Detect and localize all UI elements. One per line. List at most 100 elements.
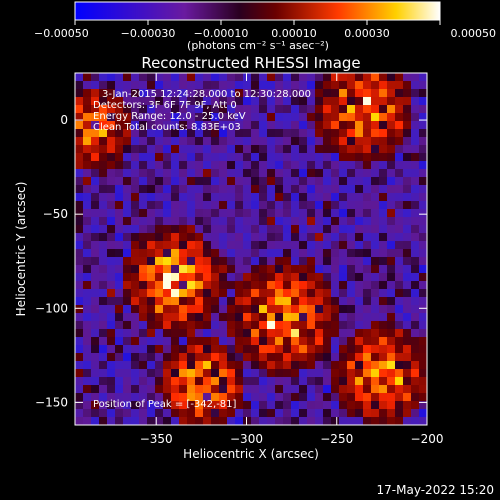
heatmap-cell: [371, 209, 380, 218]
heatmap-cell: [195, 361, 204, 370]
heatmap-cell: [155, 241, 164, 250]
heatmap-cell: [179, 225, 188, 234]
heatmap-cell: [251, 121, 260, 130]
heatmap-cell: [267, 345, 276, 354]
heatmap-cell: [91, 177, 100, 186]
heatmap-cell: [387, 81, 396, 90]
heatmap-cell: [267, 265, 276, 274]
heatmap-cell: [227, 361, 236, 370]
heatmap-cell: [123, 393, 132, 402]
heatmap-cell: [75, 289, 84, 298]
heatmap-cell: [411, 281, 420, 290]
heatmap-cell: [299, 73, 308, 82]
heatmap-cell: [179, 113, 188, 122]
heatmap-cell: [123, 305, 132, 314]
heatmap-cell: [203, 161, 212, 170]
heatmap-cell: [219, 377, 228, 386]
heatmap-cell: [179, 177, 188, 186]
heatmap-cell: [339, 233, 348, 242]
heatmap-cell: [371, 329, 380, 338]
heatmap-cell: [211, 153, 220, 162]
heatmap-cell: [123, 241, 132, 250]
heatmap-cell: [307, 249, 316, 258]
heatmap-cell: [411, 337, 420, 346]
heatmap-cell: [403, 121, 412, 130]
heatmap-cell: [251, 97, 260, 106]
heatmap-cell: [211, 369, 220, 378]
heatmap-cell: [283, 361, 292, 370]
heatmap-cell: [363, 385, 372, 394]
heatmap-cell: [83, 265, 92, 274]
heatmap-cell: [211, 401, 220, 410]
heatmap-cell: [387, 249, 396, 258]
heatmap-cell: [163, 353, 172, 362]
heatmap-cell: [179, 169, 188, 178]
heatmap-cell: [299, 417, 308, 425]
heatmap-cell: [211, 265, 220, 274]
heatmap-cell: [411, 193, 420, 202]
heatmap-cell: [163, 129, 172, 138]
heatmap-cell: [219, 185, 228, 194]
heatmap-cell: [107, 337, 116, 346]
heatmap-cell: [171, 201, 180, 210]
heatmap-cell: [251, 369, 260, 378]
heatmap-cell: [147, 329, 156, 338]
heatmap-cell: [187, 209, 196, 218]
heatmap-cell: [339, 137, 348, 146]
heatmap-cell: [91, 201, 100, 210]
heatmap-cell: [147, 345, 156, 354]
heatmap-cell: [115, 161, 124, 170]
heatmap-cell: [99, 193, 108, 202]
heatmap-cell: [171, 353, 180, 362]
heatmap-cell: [131, 217, 140, 226]
heatmap-cell: [395, 281, 404, 290]
heatmap-cell: [299, 193, 308, 202]
heatmap-cell: [395, 273, 404, 282]
heatmap-cell: [147, 401, 156, 410]
heatmap-cell: [171, 241, 180, 250]
heatmap-cell: [267, 177, 276, 186]
heatmap-cell: [419, 265, 427, 274]
heatmap-cell: [83, 209, 92, 218]
heatmap-cell: [323, 201, 332, 210]
heatmap-cell: [139, 265, 148, 274]
heatmap-cell: [355, 257, 364, 266]
heatmap-cell: [195, 193, 204, 202]
heatmap-cell: [195, 305, 204, 314]
heatmap-cell: [307, 265, 316, 274]
heatmap-cell: [331, 361, 340, 370]
heatmap-cell: [331, 401, 340, 410]
heatmap-cell: [395, 289, 404, 298]
heatmap-cell: [251, 289, 260, 298]
heatmap-cell: [131, 329, 140, 338]
heatmap-cell: [179, 265, 188, 274]
heatmap-cell: [155, 121, 164, 130]
heatmap-cell: [395, 249, 404, 258]
heatmap-cell: [419, 177, 427, 186]
heatmap-cell: [171, 185, 180, 194]
heatmap-cell: [171, 217, 180, 226]
heatmap-cell: [187, 129, 196, 138]
heatmap-cell: [371, 177, 380, 186]
heatmap-cell: [147, 321, 156, 330]
heatmap-cell: [363, 209, 372, 218]
heatmap-cell: [379, 289, 388, 298]
heatmap-cell: [347, 201, 356, 210]
heatmap-cell: [107, 89, 116, 98]
heatmap-cell: [171, 329, 180, 338]
heatmap-cell: [315, 321, 324, 330]
heatmap-cell: [323, 369, 332, 378]
heatmap-cell: [403, 377, 412, 386]
heatmap-cell: [307, 81, 316, 90]
heatmap-cell: [243, 153, 252, 162]
heatmap-cell: [379, 177, 388, 186]
heatmap-cell: [203, 289, 212, 298]
heatmap-cell: [227, 169, 236, 178]
heatmap-cell: [331, 313, 340, 322]
heatmap-cell: [91, 329, 100, 338]
heatmap-cell: [75, 81, 84, 90]
heatmap-cell: [251, 313, 260, 322]
heatmap-cell: [203, 337, 212, 346]
heatmap-cell: [379, 329, 388, 338]
heatmap-cell: [323, 113, 332, 122]
